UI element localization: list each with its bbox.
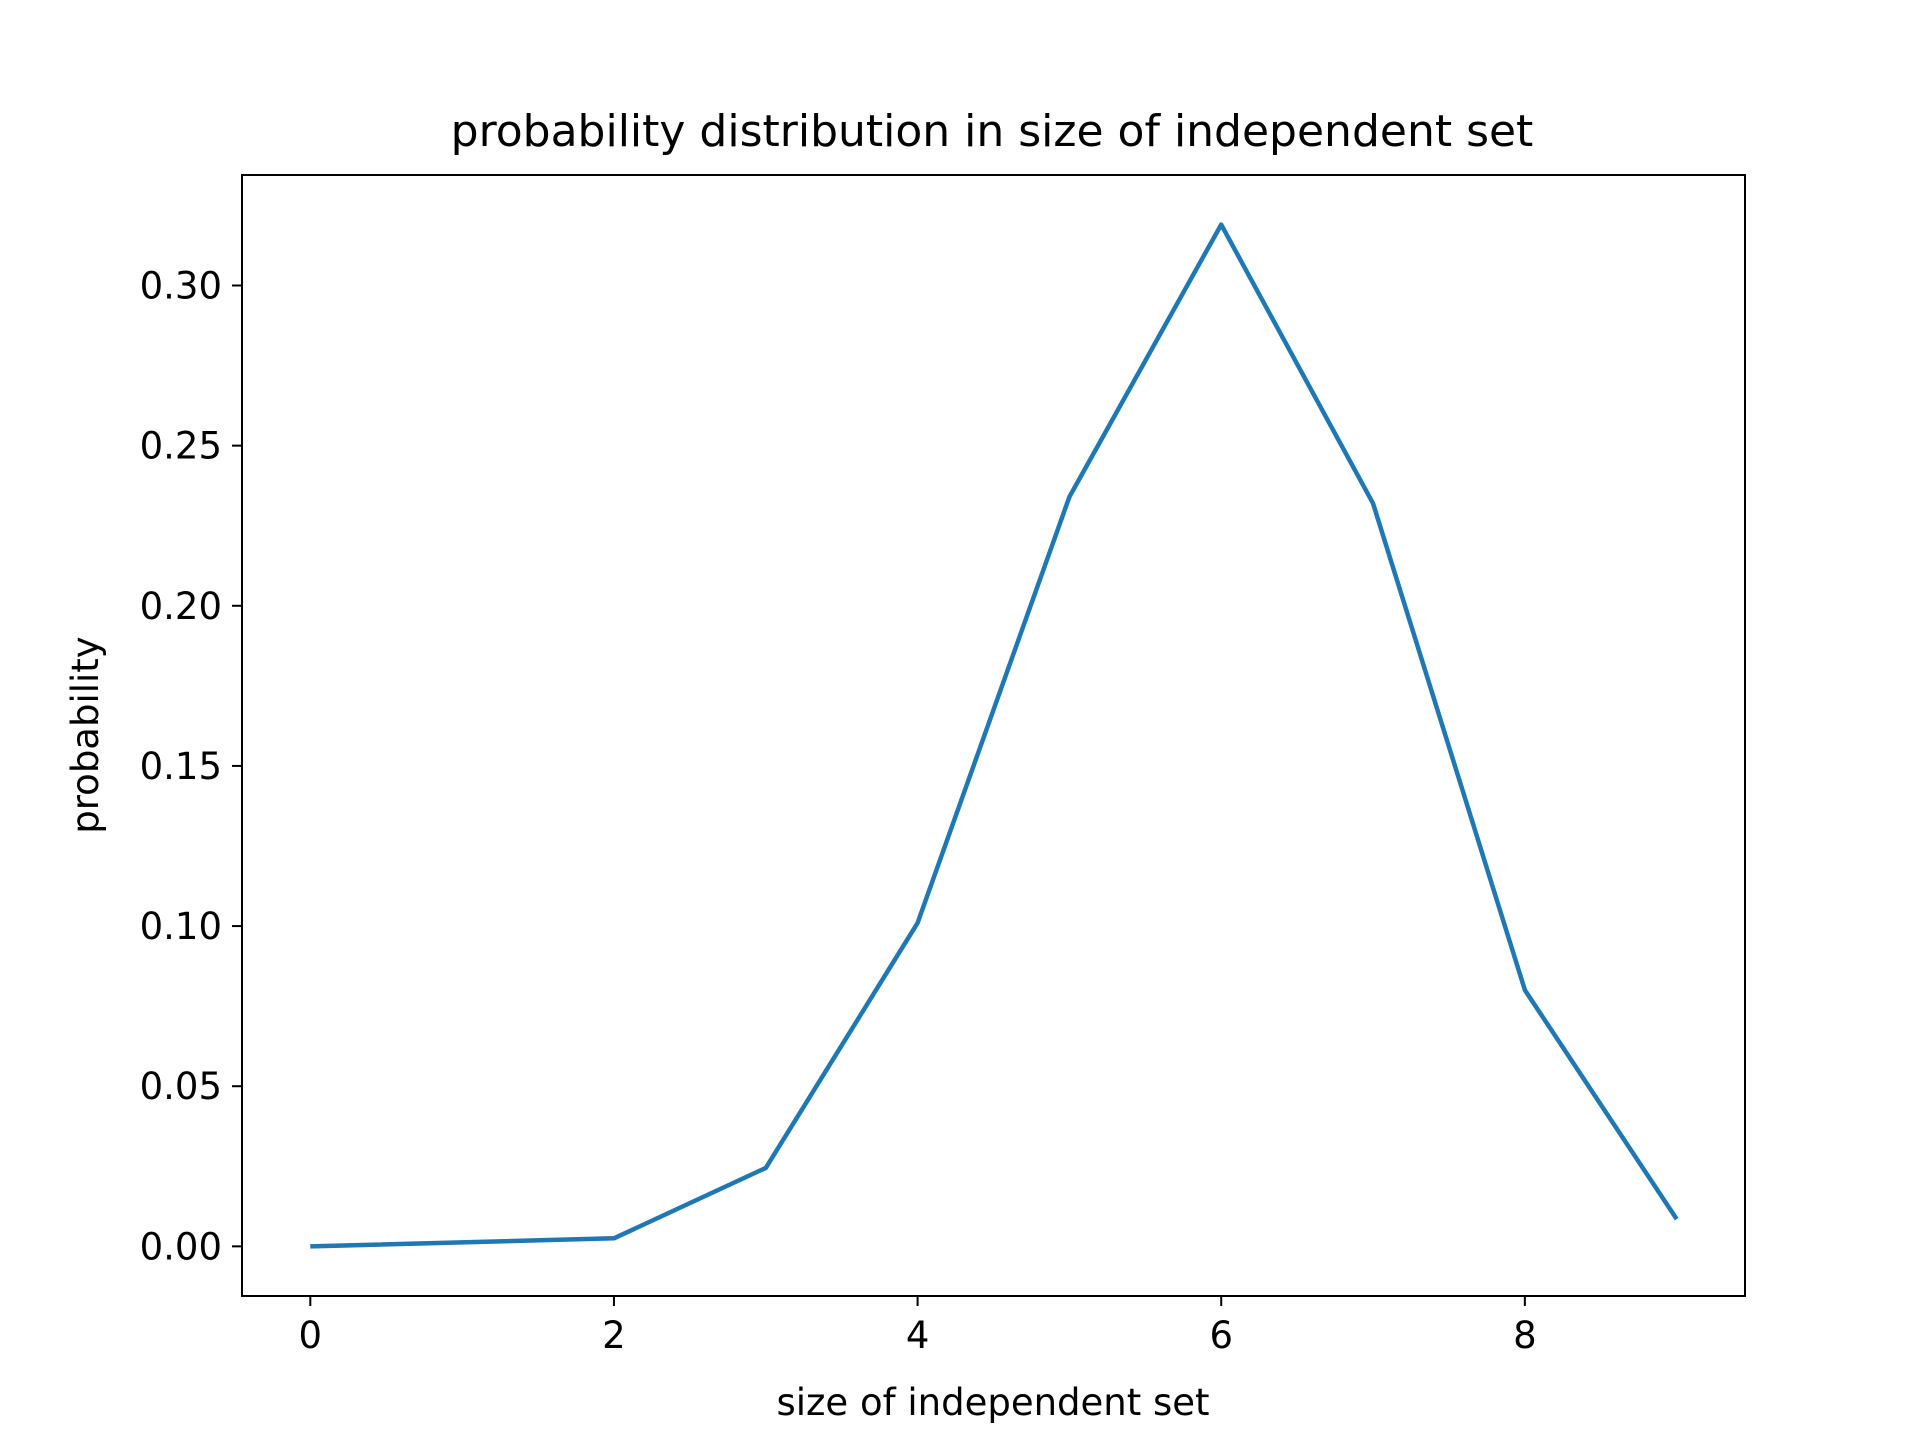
x-tick-label: 8 (1513, 1314, 1537, 1357)
x-tick-label: 0 (299, 1314, 323, 1357)
x-axis-label: size of independent set (776, 1381, 1209, 1424)
y-tick-label: 0.25 (140, 425, 222, 468)
x-tick-label: 6 (1209, 1314, 1233, 1357)
x-tick-label: 4 (906, 1314, 930, 1357)
series-line (310, 222, 1679, 1249)
y-tick-label: 0.30 (140, 264, 222, 307)
y-tick-label: 0.15 (140, 745, 222, 788)
y-tick-label: 0.00 (140, 1225, 222, 1268)
chart-title: probability distribution in size of inde… (451, 106, 1534, 157)
plot-area (241, 174, 1746, 1297)
y-tick-label: 0.05 (140, 1065, 222, 1108)
x-tick-label: 2 (602, 1314, 626, 1357)
y-axis: 0.00 0.05 0.10 0.15 0.20 0.25 0.30 (140, 264, 242, 1268)
y-tick-label: 0.20 (140, 585, 222, 628)
y-tick-label: 0.10 (140, 905, 222, 948)
x-axis: 0 2 4 6 8 (299, 1296, 1537, 1357)
series-layer (310, 222, 1679, 1249)
y-axis-label: probability (64, 636, 107, 833)
